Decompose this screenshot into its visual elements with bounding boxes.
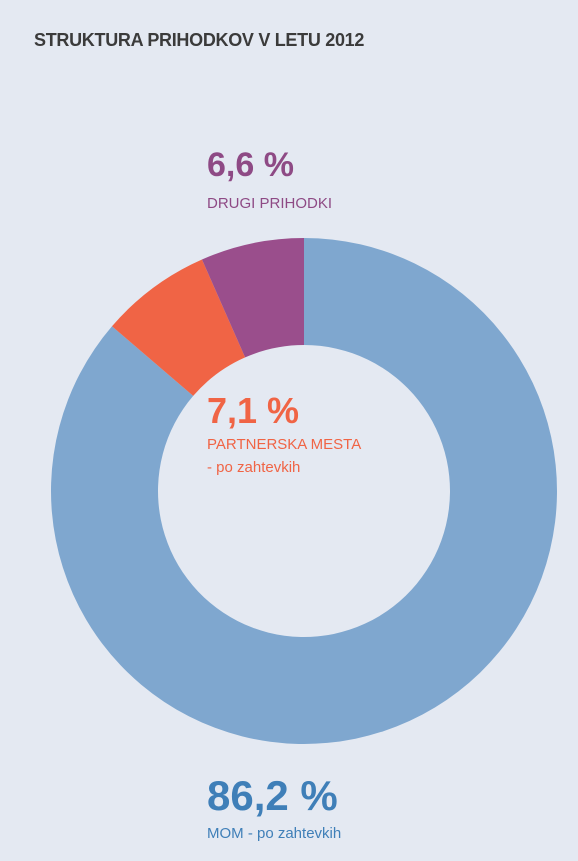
donut-slice [111, 259, 246, 396]
chart-title: STRUKTURA PRIHODKOV V LETU 2012 [34, 30, 365, 50]
category-label: DRUGI PRIHODKI [207, 195, 333, 212]
value-label: 6,6 % [207, 146, 294, 184]
category-label: MOM - po zahtevkih [207, 825, 342, 842]
value-label: 7,1 % [207, 390, 300, 431]
donut-slice [201, 238, 304, 358]
donut-slice [51, 238, 558, 744]
value-label: 86,2 % [207, 772, 338, 819]
category-label: PARTNERSKA MESTA - po zahtevkih [207, 436, 362, 476]
